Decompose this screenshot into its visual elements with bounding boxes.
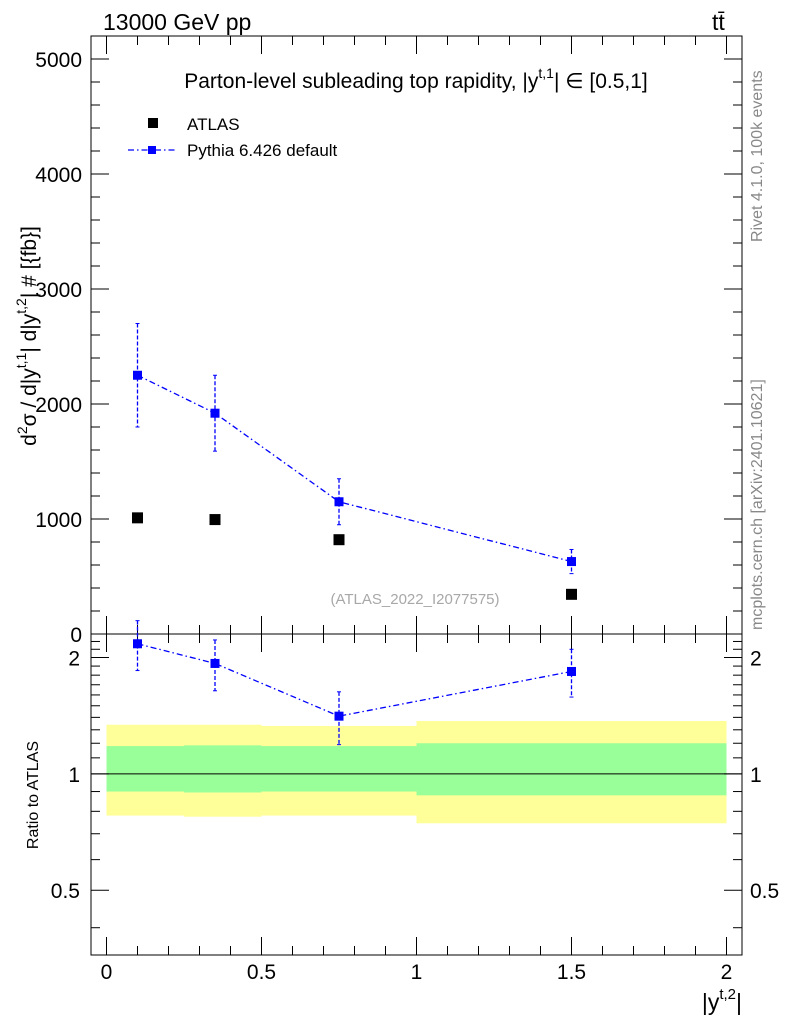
mcplots-info: mcplots.cern.ch [arXiv:2401.10621]	[749, 379, 766, 630]
ratio-y-tick-label: 2	[68, 647, 80, 670]
ratio-y-tick-label-right: 1	[750, 764, 762, 787]
ratio-y-tick-label: 1	[68, 764, 80, 787]
main-axis-ticks: 0 1000 2000 3000 4000 5000	[35, 35, 742, 647]
x-tick-label: 2	[721, 961, 733, 984]
ratio-data-point	[567, 666, 576, 676]
legend-pythia-marker	[148, 146, 156, 154]
y-tick-label: 0	[70, 624, 82, 647]
main-panel: 0 1000 2000 3000 4000 5000 Parton-level suble…	[13, 35, 743, 647]
energy-label: 13000 GeV pp	[103, 9, 251, 35]
atlas-data-point	[566, 588, 577, 600]
legend-atlas-marker	[148, 118, 158, 128]
x-tick-label: 1	[411, 961, 423, 984]
ratio-data-point	[334, 711, 344, 721]
atlas-data-point	[333, 534, 345, 546]
ratio-data-marks	[133, 620, 576, 746]
ratio-axis-label: Ratio to ATLAS	[25, 741, 42, 849]
ratio-pythia-line	[137, 643, 572, 717]
x-tick-label: 0.5	[247, 961, 276, 984]
y-axis-label: d2σ / d|yt,1| d|yt,2| # [{fb}]	[13, 226, 41, 446]
pythia-data-point	[334, 497, 344, 507]
chart-title: Parton-level subleading top rapidity, |y…	[184, 65, 647, 93]
pythia-data-point	[210, 408, 220, 418]
atlas-uncertainty-band-inner	[261, 746, 417, 792]
atlas-uncertainty-band-inner	[106, 746, 184, 792]
x-tick-label: 1.5	[557, 961, 586, 984]
analysis-watermark: (ATLAS_2022_I2077575)	[330, 591, 499, 608]
legend-pythia-label: Pythia 6.426 default	[187, 141, 338, 160]
atlas-uncertainty-band-inner	[416, 743, 727, 796]
x-axis-label: |yt,2|	[702, 986, 742, 1015]
pythia-data-point	[567, 557, 576, 567]
x-tick-label: 0	[101, 961, 113, 984]
atlas-data-point	[132, 512, 143, 524]
ratio-axis-ticks: 0.5 0.5 1 1 2 2 0 0.5 1 1.5 2	[51, 634, 779, 984]
y-tick-label: 1000	[35, 509, 82, 532]
rivet-info: Rivet 4.1.0, 100k events	[749, 70, 766, 242]
atlas-data-point	[209, 514, 221, 526]
ratio-data-point	[210, 658, 220, 668]
legend: ATLAS Pythia 6.426 default	[128, 115, 338, 160]
main-data-marks	[132, 323, 577, 600]
ratio-y-tick-label-right: 2	[750, 647, 762, 670]
pythia-data-point	[133, 370, 142, 380]
y-tick-label: 4000	[35, 164, 82, 187]
y-tick-label: 2000	[35, 394, 82, 417]
ratio-uncertainty-bands	[106, 720, 727, 824]
ratio-y-tick-label: 0.5	[51, 880, 80, 903]
pythia-line	[137, 374, 572, 563]
y-tick-label: 3000	[35, 279, 82, 302]
ratio-data-point	[133, 639, 142, 649]
atlas-uncertainty-band-inner	[184, 745, 262, 793]
legend-atlas-label: ATLAS	[187, 115, 240, 134]
process-label: tt̄	[712, 9, 725, 35]
ratio-y-tick-label-right: 0.5	[750, 880, 779, 903]
ratio-panel: 0.5 0.51 12 20 0.5 1 1.5 2 Ratio to ATLAS |yt,2…	[25, 620, 779, 1015]
y-tick-label: 5000	[35, 49, 82, 72]
